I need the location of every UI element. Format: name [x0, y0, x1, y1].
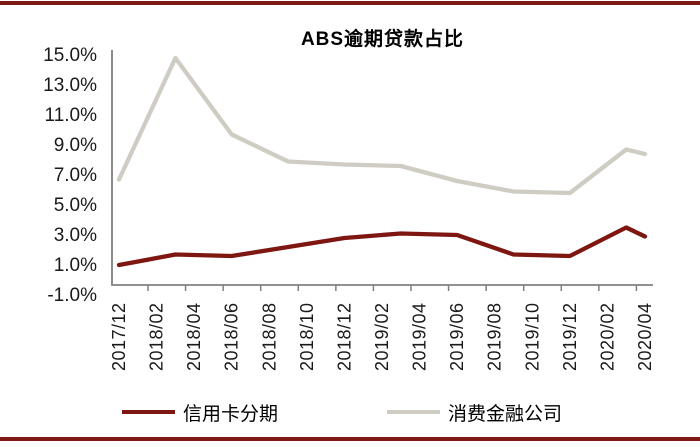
series-line-credit-card [116, 225, 648, 268]
x-axis-label: 2019/12 [560, 302, 580, 371]
legend-swatch-consumer-finance [387, 410, 440, 414]
x-axis-label: 2019/06 [447, 302, 467, 371]
y-axis-label: 15.0% [43, 45, 97, 66]
y-axis-label: 9.0% [54, 135, 97, 156]
y-axis-label: 13.0% [43, 75, 97, 96]
legend-label-credit-card: 信用卡分期 [183, 403, 279, 425]
x-axis-label: 2019/04 [410, 302, 430, 371]
axis-line [111, 50, 653, 286]
y-axis-label: -1.0% [47, 285, 97, 306]
x-axis-label: 2019/02 [372, 302, 392, 371]
x-axis-label: 2018/02 [147, 302, 167, 371]
x-axis-label: 2018/10 [297, 302, 317, 371]
bottom-border-rule [0, 437, 700, 441]
legend-item-consumer-finance: 消费金融公司 [387, 401, 563, 425]
y-axis-label: 7.0% [54, 165, 97, 186]
x-axis-label: 2017/12 [109, 302, 129, 371]
x-axis-label: 2019/08 [485, 302, 505, 371]
x-axis-label: 2018/12 [334, 302, 354, 371]
y-axis-label: 3.0% [54, 225, 97, 246]
x-axis-label: 2018/04 [184, 302, 204, 371]
legend-item-credit-card: 信用卡分期 [122, 401, 279, 425]
y-axis-label: 1.0% [54, 255, 97, 276]
x-axis-label: 2018/06 [222, 302, 242, 371]
x-axis-label: 2020/04 [635, 302, 655, 371]
x-axis-label: 2019/10 [522, 302, 542, 371]
x-axis-label: 2018/08 [259, 302, 279, 371]
y-axis-label: 11.0% [45, 105, 98, 126]
chart-title: ABS逾期贷款占比 [300, 29, 465, 50]
legend-label-consumer-finance: 消费金融公司 [448, 403, 563, 425]
x-axis-label: 2020/02 [597, 302, 617, 371]
top-border-rule [0, 1, 700, 5]
y-axis-label: 5.0% [54, 195, 97, 216]
legend-swatch-credit-card [122, 410, 175, 414]
series-line-consumer-finance [116, 55, 648, 196]
